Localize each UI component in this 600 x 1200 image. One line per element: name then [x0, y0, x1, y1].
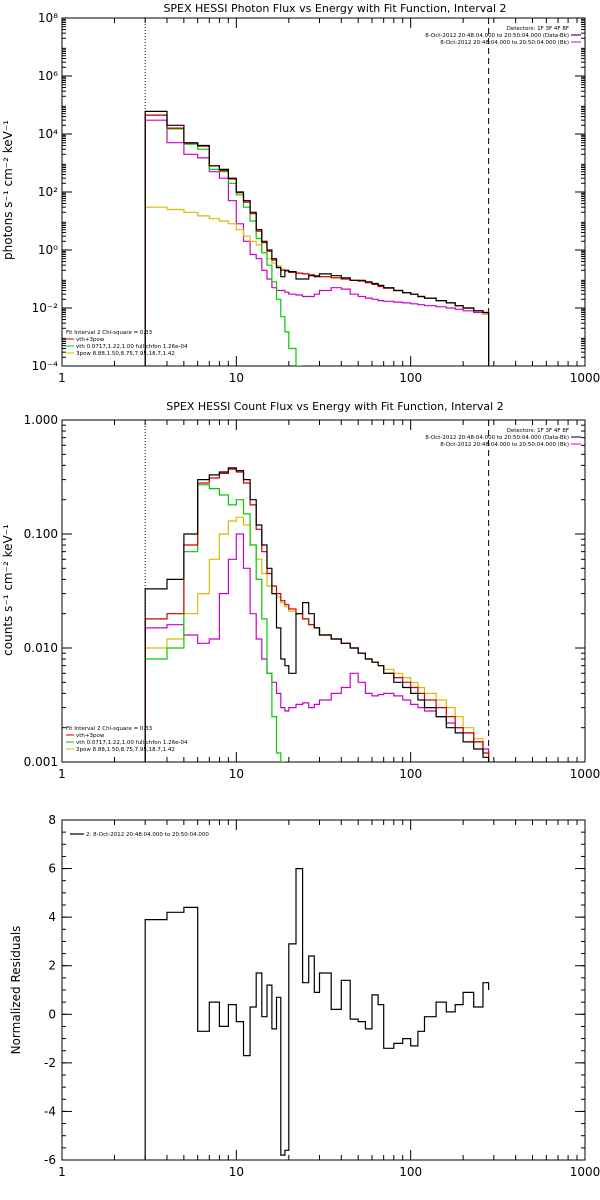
legend-left-entry: 3pow 8.88,1.50,8.75,7.95,18.7,1.42 — [76, 351, 175, 357]
series-3-histogram — [144, 206, 490, 366]
legend-left-entry: Fit Interval 2 Chi-square = 0.33 — [66, 330, 153, 336]
y-tick-label: 10⁻⁴ — [32, 359, 59, 373]
legend-left-entry: vth+3pow — [76, 733, 105, 739]
x-tick-label: 1000 — [570, 1165, 600, 1179]
legend-right-entry: 8-Oct-2012 20:48:04.000 to 20:50:04.000 … — [425, 33, 569, 39]
x-tick-label: 10 — [229, 767, 244, 781]
x-tick-label: 100 — [399, 767, 422, 781]
series-1-histogram — [144, 468, 490, 762]
y-tick-label: 6 — [48, 862, 56, 876]
y-tick-label: -2 — [44, 1056, 56, 1070]
y-tick-label: 10⁶ — [38, 69, 58, 83]
y-tick-label: 2 — [48, 959, 56, 973]
plot-frame — [61, 17, 586, 367]
series-2-histogram — [144, 114, 303, 366]
y-tick-label: 4 — [48, 910, 56, 924]
series-0-histogram — [144, 110, 490, 366]
plot-frame — [61, 819, 586, 1161]
y-tick-label: 0.001 — [24, 755, 58, 769]
series-4-histogram — [144, 119, 490, 366]
y-tick-label: 10⁻² — [32, 301, 59, 315]
y-tick-label: -4 — [44, 1104, 56, 1118]
y-axis-label: Normalized Residuals — [9, 926, 23, 1055]
panel-title: SPEX HESSI Photon Flux vs Energy with Fi… — [163, 2, 506, 15]
legend-left-entry: 3pow 8.88,1.50,8.75,7.95,18.7,1.42 — [76, 747, 175, 753]
series-2-histogram — [144, 484, 285, 762]
series-0-histogram — [144, 467, 490, 762]
y-tick-label: -6 — [44, 1153, 56, 1167]
y-tick-label: 10⁸ — [38, 11, 58, 25]
series-1-histogram — [144, 114, 490, 366]
x-tick-label: 10 — [229, 371, 244, 385]
plot-frame — [61, 419, 586, 763]
x-tick-label: 1000 — [570, 371, 600, 385]
legend-right-entry: 8-Oct-2012 20:48:04.000 to 20:50:04.000 … — [440, 442, 569, 448]
y-tick-label: 8 — [48, 813, 56, 827]
x-tick-label: 100 — [399, 371, 422, 385]
residuals-panel: Normalized Residuals 1 10 100 1000 -6 -4 -2 0 2 4… — [9, 813, 600, 1179]
y-tick-label: 0.100 — [24, 527, 58, 541]
y-tick-label: 10⁴ — [38, 127, 58, 141]
series-0-histogram — [144, 868, 490, 1160]
y-axis-label: counts s⁻¹ cm⁻² keV⁻¹ — [1, 524, 15, 656]
y-tick-label: 10² — [38, 185, 58, 199]
x-tick-label: 1000 — [570, 767, 600, 781]
y-axis-label: photons s⁻¹ cm⁻² keV⁻¹ — [1, 120, 15, 260]
legend-right-entry: Detectors: 1F 3F 4F 8F — [507, 428, 569, 434]
x-tick-label: 1 — [58, 767, 66, 781]
y-tick-label: 10⁰ — [38, 243, 58, 257]
legend-left-entry: 2: 8-Oct-2012 20:48:04.000 to 20:50:04.0… — [86, 832, 209, 838]
y-tick-label: 1.000 — [24, 413, 58, 427]
series-4-histogram — [144, 533, 490, 762]
legend-right-entry: 8-Oct-2012 20:48:04.000 to 20:50:04.000 … — [425, 435, 569, 441]
x-tick-label: 10 — [229, 1165, 244, 1179]
y-tick-label: 0 — [48, 1007, 56, 1021]
panel-title: SPEX HESSI Count Flux vs Energy with Fit… — [166, 400, 503, 413]
legend-left-entry: vth+3pow — [76, 337, 105, 343]
legend-right-entry: Detectors: 1F 3F 4F 8F — [507, 26, 569, 32]
x-tick-label: 1 — [58, 1165, 66, 1179]
legend-left-entry: Fit Interval 2 Chi-square = 0.33 — [66, 726, 153, 732]
photon-flux-panel: SPEX HESSI Photon Flux vs Energy with Fi… — [1, 2, 600, 385]
legend-left-entry: vth 0.0717,1.22,1.00 full chfon 1.26e-04 — [76, 740, 188, 746]
series-3-histogram — [144, 516, 490, 762]
x-tick-label: 1 — [58, 371, 66, 385]
x-tick-label: 100 — [399, 1165, 422, 1179]
legend-left-entry: vth 0.0717,1.22,1.00 full chfon 1.26e-04 — [76, 344, 188, 350]
count-flux-panel: SPEX HESSI Count Flux vs Energy with Fit… — [1, 400, 600, 781]
y-tick-label: 0.010 — [24, 641, 58, 655]
legend-right-entry: 8-Oct-2012 20:48:04.000 to 20:50:04.000 … — [440, 40, 569, 46]
